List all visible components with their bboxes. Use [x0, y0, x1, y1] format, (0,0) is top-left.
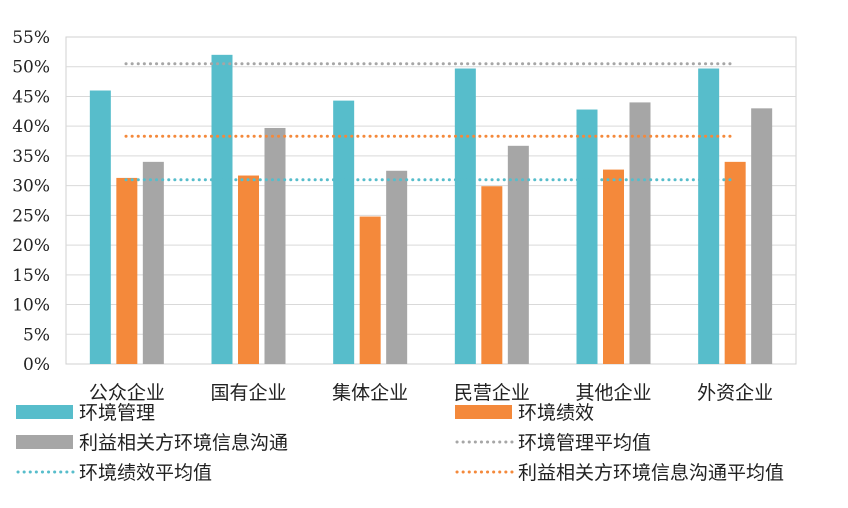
legend-label: 利益相关方环境信息沟通平均值 [518, 462, 784, 484]
bar [238, 175, 259, 364]
bar [211, 54, 233, 364]
bar [142, 161, 164, 364]
x-tick-label: 国有企业 [210, 382, 286, 404]
y-tick-label: 45% [12, 87, 50, 107]
legend-label: 环境绩效平均值 [79, 462, 212, 484]
bar [116, 177, 138, 364]
y-tick-label: 40% [12, 117, 50, 137]
y-tick-label: 0% [23, 355, 50, 375]
y-tick-label: 55% [12, 28, 50, 48]
x-tick-label: 外资企业 [697, 382, 773, 404]
reference-lines [124, 62, 736, 182]
bar [698, 68, 720, 364]
y-tick-label: 20% [12, 236, 50, 256]
bar [724, 161, 746, 364]
legend-swatch [16, 405, 73, 419]
legend-swatch [455, 405, 512, 419]
bar [481, 186, 503, 364]
bar [333, 100, 355, 364]
y-tick-label: 25% [12, 206, 50, 226]
legend-label: 环境绩效 [518, 402, 594, 424]
x-tick-label: 公众企业 [89, 382, 165, 404]
x-axis-ticks: 公众企业 国有企业 集体企业 民营企业 其他企业 外资企业 [89, 382, 773, 404]
y-tick-label: 35% [12, 147, 50, 167]
bar [359, 216, 381, 364]
y-axis-ticks: 0% 5% 10% 15% 20% 25% 30% 35% 40% 45% 50% 55% [12, 28, 50, 375]
bar [264, 127, 286, 364]
bar [603, 169, 624, 364]
y-tick-label: 5% [23, 325, 50, 345]
legend-label: 环境管理平均值 [518, 432, 651, 454]
plot-border [65, 36, 797, 365]
bar [89, 90, 111, 364]
bars [89, 54, 773, 365]
y-tick-label: 30% [12, 177, 50, 197]
bar [629, 102, 651, 365]
bar [751, 108, 773, 364]
y-tick-label: 15% [12, 266, 50, 286]
legend-label: 环境管理 [79, 402, 155, 424]
bar [386, 170, 408, 364]
x-tick-label: 其他企业 [575, 382, 651, 404]
bar [454, 68, 476, 364]
y-tick-label: 50% [12, 58, 50, 78]
legend-swatch [16, 435, 73, 449]
legend-label: 利益相关方环境信息沟通 [79, 432, 288, 454]
bar [507, 145, 529, 364]
gridlines [66, 66, 796, 335]
x-tick-label: 集体企业 [332, 382, 408, 404]
y-tick-label: 10% [12, 296, 50, 316]
x-tick-label: 民营企业 [454, 382, 530, 404]
bar [576, 109, 598, 364]
